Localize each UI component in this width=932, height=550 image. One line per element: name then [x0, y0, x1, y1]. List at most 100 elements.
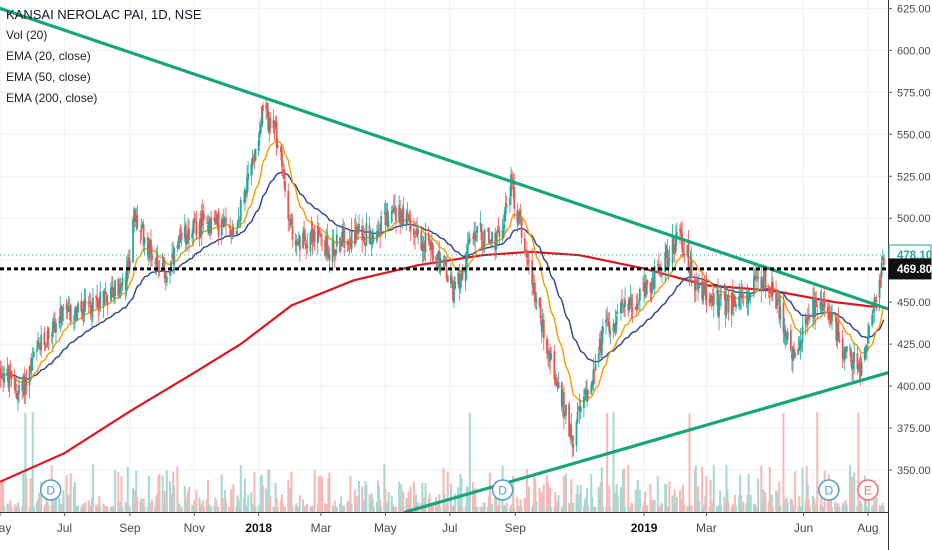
volume-bar	[142, 498, 145, 512]
event-marker-label: D	[46, 484, 55, 498]
candle-body	[325, 236, 328, 255]
candle-body	[296, 242, 299, 244]
volume-bar	[734, 506, 737, 512]
candle-body	[151, 254, 153, 260]
study-ema-50[interactable]: EMA (50, close)	[6, 70, 91, 84]
study-ema-20[interactable]: EMA (20, close)	[6, 49, 91, 63]
volume-bar	[550, 506, 553, 512]
price-tick-label: 625.00	[897, 3, 931, 15]
candle-body	[503, 210, 506, 222]
candle-body	[143, 237, 146, 244]
candle-body	[512, 180, 515, 190]
volume-bar	[154, 506, 157, 512]
volume-bar	[532, 502, 535, 512]
volume-bar	[110, 506, 113, 512]
candle-body	[1, 375, 4, 377]
candle-body	[124, 277, 127, 290]
volume-bar	[882, 506, 885, 512]
candle-body	[135, 216, 138, 223]
candle-body	[350, 231, 353, 250]
candle-body	[319, 233, 321, 235]
volume-bar	[875, 497, 878, 512]
volume-bar	[583, 499, 586, 512]
candle-body	[519, 210, 522, 218]
candle-body	[119, 284, 122, 293]
candle-body	[785, 336, 788, 341]
candle-body	[860, 361, 863, 375]
volume-bar	[556, 501, 559, 512]
volume-bar	[614, 492, 617, 512]
candle-body	[730, 292, 733, 315]
candle-body	[786, 331, 789, 340]
volume-bar	[587, 506, 590, 512]
candle-body	[87, 302, 90, 304]
volume-bar	[168, 481, 171, 512]
volume-bar	[422, 505, 425, 512]
candle-body	[29, 368, 32, 370]
candle-body	[815, 297, 818, 307]
candle-body	[428, 241, 431, 244]
volume-bar	[535, 501, 538, 512]
volume-bar	[563, 503, 566, 512]
volume-bar	[516, 496, 519, 512]
volume-bar	[710, 501, 713, 512]
volume-bar	[534, 478, 537, 512]
candle-body	[637, 300, 640, 302]
volume-bar	[665, 484, 668, 512]
candle-body	[783, 330, 786, 336]
candle-body	[117, 278, 120, 296]
volume-bar	[798, 495, 801, 512]
volume-bar	[82, 503, 85, 512]
volume-bar	[831, 506, 834, 512]
volume-bar	[476, 506, 479, 512]
candle-body	[304, 236, 307, 241]
volume-bar	[688, 413, 691, 512]
candle-body	[865, 346, 868, 352]
candle-body	[454, 281, 456, 289]
candle-body	[224, 218, 226, 220]
candle-body	[231, 229, 234, 237]
candle-body	[169, 271, 171, 276]
candle-body	[297, 238, 300, 244]
candle-body	[90, 314, 93, 318]
candle-body	[258, 130, 261, 138]
volume-bar	[872, 506, 875, 512]
candle-body	[371, 233, 374, 243]
volume-bar	[531, 506, 534, 512]
volume-bar	[659, 502, 662, 512]
candle-body	[214, 221, 217, 223]
study-volume[interactable]: Vol (20)	[6, 28, 48, 42]
volume-bar	[14, 506, 17, 512]
candle-body	[764, 266, 767, 290]
candle-body	[806, 319, 809, 325]
study-ema-200[interactable]: EMA (200, close)	[6, 91, 98, 105]
volume-bar	[594, 506, 597, 512]
candle-body	[513, 187, 516, 209]
candle-body	[814, 299, 817, 318]
candle-body	[739, 294, 742, 299]
volume-bar	[62, 490, 65, 512]
candle-body	[95, 296, 97, 298]
candle-body	[579, 406, 582, 413]
volume-bar	[764, 492, 767, 512]
candle-body	[68, 307, 71, 309]
candle-body	[156, 256, 159, 271]
volume-bar	[202, 506, 205, 512]
candle-body	[51, 321, 54, 338]
volume-bar	[508, 506, 511, 512]
candle-body	[10, 371, 13, 380]
volume-bar	[191, 504, 194, 512]
candle-body	[102, 290, 105, 307]
candle-body	[302, 232, 304, 249]
candle-body	[377, 230, 379, 236]
candle-body	[357, 227, 359, 234]
volume-bar	[874, 503, 877, 512]
volume-bar	[518, 505, 521, 512]
volume-bar	[120, 476, 123, 512]
candle-body	[550, 353, 553, 360]
volume-bar	[858, 506, 861, 512]
candle-body	[288, 219, 291, 220]
candle-body	[427, 233, 430, 241]
candle-body	[587, 390, 590, 394]
